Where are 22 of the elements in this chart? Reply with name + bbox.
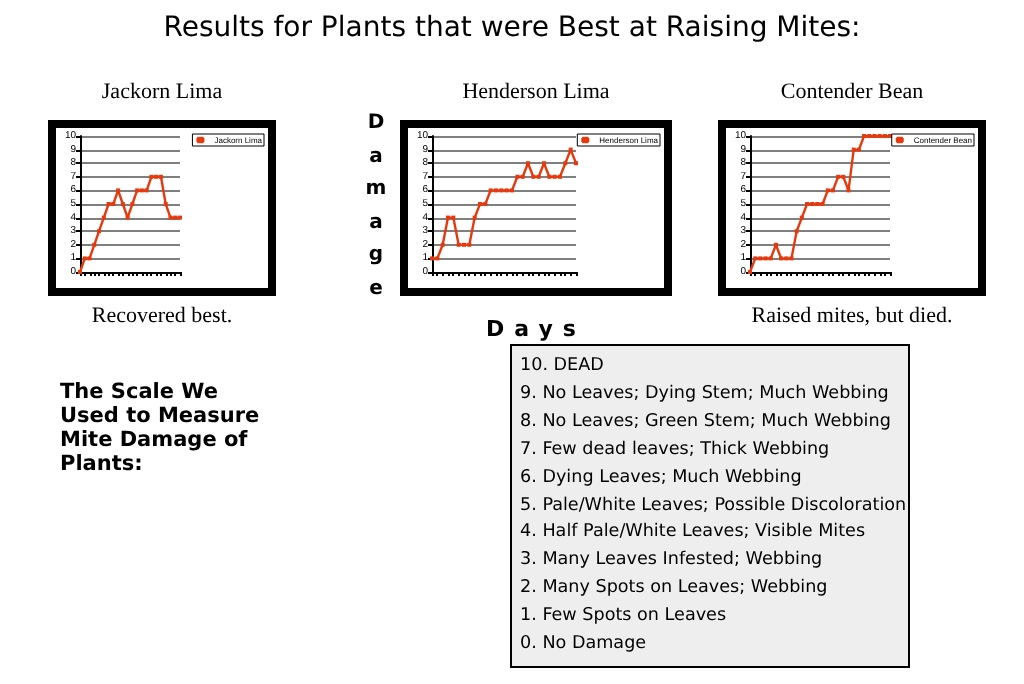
text: 7. Few dead leaves; Thick Webbing: [520, 437, 832, 464]
chart-title: Jackorn Lima: [99, 80, 225, 104]
text: 0. No Damage: [520, 632, 649, 659]
text: Recovered best.: [89, 304, 235, 328]
text: 1. Few Spots on Leaves: [520, 604, 729, 631]
y-axis-title: Damage: [364, 110, 388, 303]
text: Raised mites, but died.: [749, 304, 955, 328]
text: 10. DEAD: [520, 354, 606, 380]
text: 3. Many Leaves Infested; Webbing: [520, 548, 825, 575]
line-series: [748, 134, 892, 274]
text: 9. No Leaves; Dying Stem; Much Webbing: [520, 381, 891, 408]
chart-title: Contender Bean: [778, 80, 926, 104]
x-axis-title: Days: [484, 316, 588, 342]
line-series: [430, 147, 578, 261]
text: 6. Dying Leaves; Much Webbing: [520, 465, 804, 492]
chart-title: Henderson Lima: [460, 80, 612, 104]
text: 2. Many Spots on Leaves; Webbing: [520, 576, 830, 603]
text: The Scale We Used to Measure Mite Damage of Plants:: [60, 380, 262, 476]
text: 5. Pale/White Leaves; Possible Discoloration: [520, 493, 907, 520]
text: Results for Plants that were Best at Raising Mites:: [161, 12, 863, 48]
text: 4. Half Pale/White Leaves; Visible Mites: [520, 520, 868, 547]
text: 8. No Leaves; Green Stem; Much Webbing: [520, 409, 893, 436]
